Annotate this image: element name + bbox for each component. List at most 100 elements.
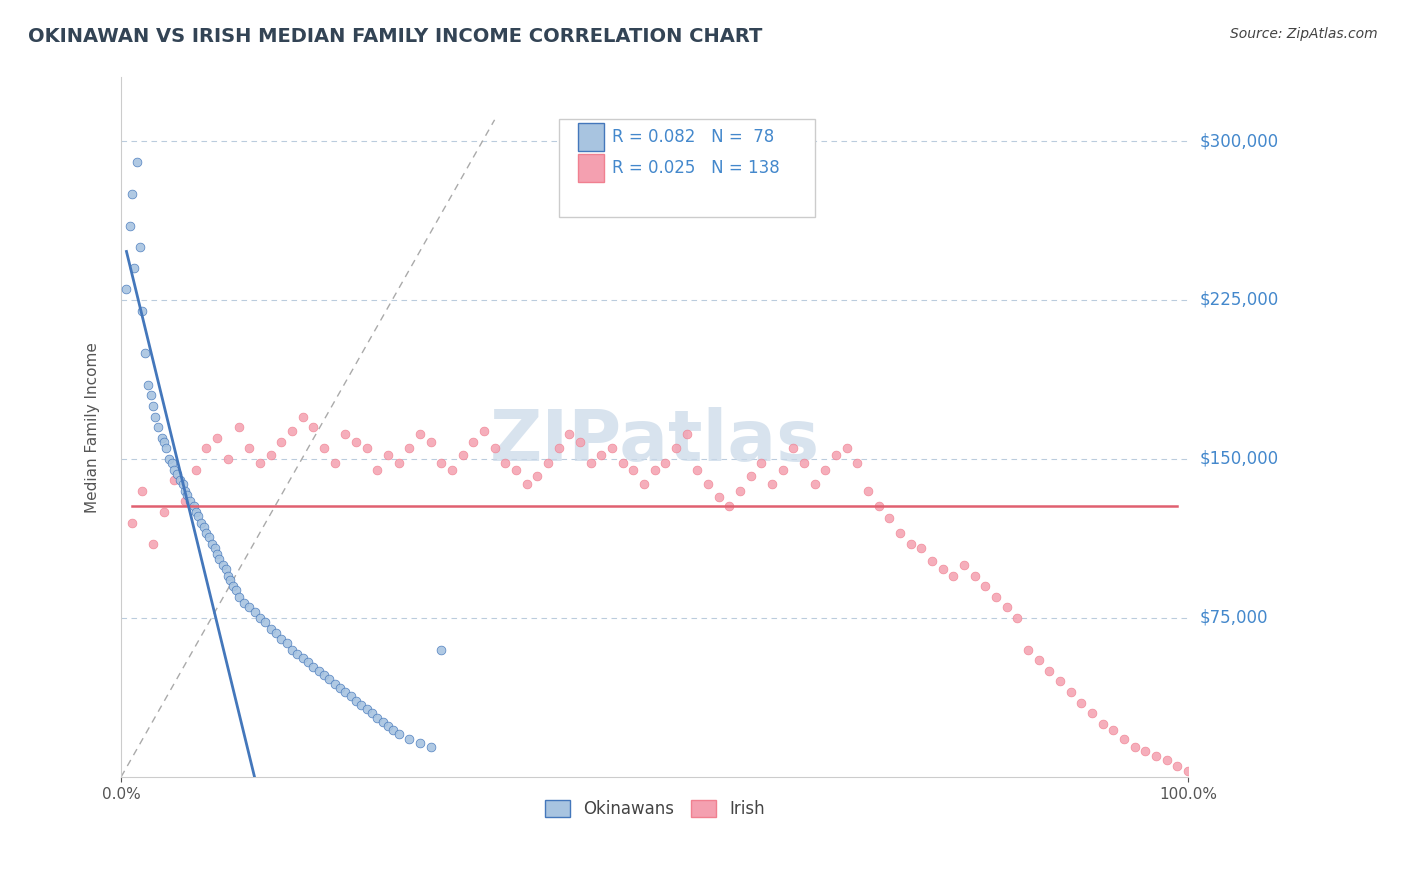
- Point: [697, 477, 720, 491]
- Point: [238, 600, 260, 615]
- Point: [591, 448, 613, 462]
- Point: [451, 448, 474, 462]
- Point: [222, 579, 245, 593]
- Point: [238, 442, 260, 456]
- Point: [879, 511, 901, 525]
- Point: [835, 442, 858, 456]
- Point: [398, 731, 420, 746]
- Point: [707, 490, 730, 504]
- Point: [184, 505, 207, 519]
- Point: [1166, 759, 1188, 773]
- Point: [129, 240, 152, 254]
- Point: [172, 477, 194, 491]
- Point: [516, 477, 538, 491]
- Point: [377, 448, 399, 462]
- Point: [190, 516, 212, 530]
- Point: [143, 409, 166, 424]
- Point: [974, 579, 997, 593]
- Point: [558, 426, 581, 441]
- Point: [163, 473, 186, 487]
- Point: [600, 442, 623, 456]
- Point: [900, 537, 922, 551]
- Point: [312, 442, 335, 456]
- Point: [382, 723, 405, 738]
- Point: [150, 431, 173, 445]
- Point: [360, 706, 382, 721]
- Point: [228, 590, 250, 604]
- Point: [1135, 744, 1157, 758]
- Point: [153, 505, 176, 519]
- Point: [249, 611, 271, 625]
- Point: [409, 426, 432, 441]
- Point: [281, 642, 304, 657]
- Point: [1177, 764, 1199, 778]
- Point: [579, 456, 602, 470]
- Point: [335, 426, 357, 441]
- Point: [356, 442, 378, 456]
- Point: [329, 681, 352, 695]
- Point: [339, 690, 361, 704]
- Point: [276, 636, 298, 650]
- Point: [484, 442, 506, 456]
- Point: [174, 494, 197, 508]
- Point: [644, 462, 666, 476]
- Point: [163, 462, 186, 476]
- Point: [665, 442, 688, 456]
- Text: ZIPatlas: ZIPatlas: [489, 407, 820, 475]
- Point: [430, 642, 453, 657]
- Point: [654, 456, 676, 470]
- Point: [205, 431, 228, 445]
- Point: [195, 442, 218, 456]
- Point: [387, 727, 409, 741]
- Point: [419, 435, 441, 450]
- Point: [621, 462, 644, 476]
- Point: [205, 547, 228, 561]
- Point: [115, 282, 138, 296]
- Point: [142, 537, 165, 551]
- Text: $75,000: $75,000: [1199, 609, 1268, 627]
- Point: [121, 187, 143, 202]
- Point: [728, 483, 751, 498]
- Y-axis label: Median Family Income: Median Family Income: [86, 342, 100, 513]
- Text: $225,000: $225,000: [1199, 291, 1278, 309]
- Point: [308, 664, 330, 678]
- Point: [494, 456, 516, 470]
- Point: [1156, 753, 1178, 767]
- Point: [302, 659, 325, 673]
- Point: [612, 456, 634, 470]
- Point: [174, 483, 197, 498]
- Point: [350, 698, 373, 712]
- Point: [440, 462, 463, 476]
- Point: [270, 632, 292, 646]
- Point: [419, 740, 441, 755]
- Point: [537, 456, 560, 470]
- Point: [243, 605, 266, 619]
- Point: [187, 509, 209, 524]
- Point: [1049, 674, 1071, 689]
- Point: [217, 452, 239, 467]
- Point: [814, 462, 837, 476]
- Point: [633, 477, 655, 491]
- Point: [169, 473, 191, 487]
- Point: [932, 562, 955, 576]
- Point: [162, 456, 184, 470]
- Point: [291, 651, 314, 665]
- Point: [793, 456, 815, 470]
- Point: [356, 702, 378, 716]
- Point: [995, 600, 1018, 615]
- Point: [963, 568, 986, 582]
- Point: [335, 685, 357, 699]
- Point: [984, 590, 1007, 604]
- Point: [208, 551, 231, 566]
- Point: [675, 426, 697, 441]
- Point: [139, 388, 162, 402]
- Point: [323, 676, 346, 690]
- FancyBboxPatch shape: [578, 123, 605, 151]
- Point: [249, 456, 271, 470]
- Point: [868, 499, 890, 513]
- Point: [782, 442, 804, 456]
- Point: [166, 467, 188, 481]
- Point: [312, 668, 335, 682]
- Point: [232, 596, 254, 610]
- Point: [1102, 723, 1125, 738]
